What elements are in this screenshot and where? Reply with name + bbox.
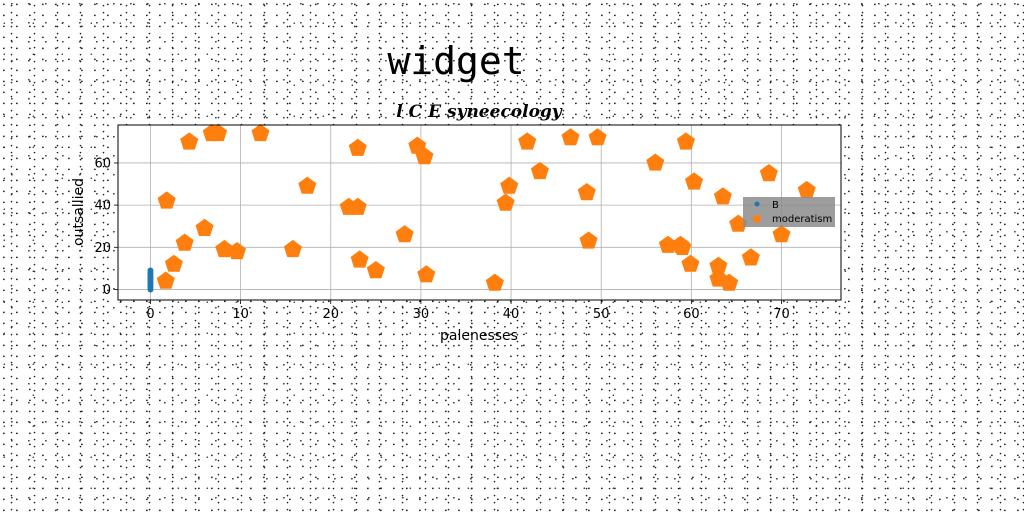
data-point-moderatism bbox=[157, 191, 176, 209]
x-tick-label: 40 bbox=[503, 307, 520, 322]
data-point-moderatism bbox=[713, 187, 732, 205]
y-tick-label: 0 bbox=[103, 283, 111, 298]
data-point-moderatism bbox=[577, 183, 596, 201]
axis-ticks: 0 10 20 30 40 50 60 70 0 20 40 60 bbox=[94, 156, 789, 322]
legend-marker-moderatism bbox=[752, 214, 762, 223]
plot-area bbox=[118, 125, 841, 300]
chart-title: l C E syneecology bbox=[396, 102, 563, 122]
data-point-moderatism bbox=[588, 128, 607, 146]
data-point-moderatism bbox=[366, 261, 385, 279]
data-point-moderatism bbox=[485, 273, 504, 291]
x-tick-label: 10 bbox=[232, 307, 249, 322]
x-axis-label: palenesses bbox=[440, 328, 518, 344]
x-tick-label: 30 bbox=[413, 307, 430, 322]
data-point-moderatism bbox=[741, 248, 760, 266]
data-point-moderatism bbox=[518, 132, 537, 150]
data-point-moderatism bbox=[500, 176, 519, 194]
legend-label-b: B bbox=[772, 200, 779, 211]
x-tick-label: 0 bbox=[146, 307, 154, 322]
data-point-b bbox=[147, 267, 154, 274]
x-tick-label: 60 bbox=[683, 307, 700, 322]
data-point-moderatism bbox=[298, 176, 317, 194]
data-point-moderatism bbox=[720, 273, 739, 291]
legend-label-moderatism: moderatism bbox=[772, 214, 832, 225]
y-axis-label: outsallied bbox=[71, 178, 87, 246]
data-point-moderatism bbox=[676, 132, 695, 150]
data-point-moderatism bbox=[180, 132, 199, 150]
data-points bbox=[147, 123, 816, 293]
data-point-moderatism bbox=[415, 147, 434, 165]
x-tick-label: 20 bbox=[322, 307, 339, 322]
data-point-moderatism bbox=[673, 237, 692, 255]
data-point-moderatism bbox=[195, 218, 214, 236]
data-point-moderatism bbox=[350, 250, 369, 268]
y-tick-label: 40 bbox=[94, 199, 111, 214]
data-point-moderatism bbox=[215, 239, 234, 258]
data-point-moderatism bbox=[729, 214, 748, 232]
data-point-moderatism bbox=[209, 123, 228, 142]
data-point-moderatism bbox=[417, 265, 436, 283]
data-point-moderatism bbox=[496, 193, 515, 211]
data-point-moderatism bbox=[348, 197, 367, 215]
data-point-moderatism bbox=[658, 235, 677, 253]
data-point-moderatism bbox=[283, 239, 302, 258]
data-point-moderatism bbox=[164, 254, 183, 272]
data-point-moderatism bbox=[156, 271, 175, 289]
data-point-moderatism bbox=[251, 123, 270, 142]
legend: B moderatism bbox=[743, 197, 835, 227]
data-point-moderatism bbox=[681, 254, 700, 272]
data-point-moderatism bbox=[797, 180, 816, 198]
x-tick-label: 50 bbox=[593, 307, 610, 322]
data-point-moderatism bbox=[579, 231, 598, 249]
data-point-moderatism bbox=[772, 225, 791, 243]
figure-suptitle: widget bbox=[387, 39, 524, 83]
data-point-moderatism bbox=[395, 225, 414, 243]
y-tick-label: 20 bbox=[94, 241, 111, 256]
x-tick-label: 70 bbox=[773, 307, 790, 322]
data-point-moderatism bbox=[561, 128, 580, 146]
data-point-moderatism bbox=[759, 164, 778, 182]
plot-frame bbox=[117, 124, 842, 301]
data-point-moderatism bbox=[530, 161, 549, 180]
grid-lines bbox=[118, 125, 841, 300]
y-tick-label: 60 bbox=[94, 156, 111, 171]
data-point-moderatism bbox=[228, 242, 246, 260]
data-point-moderatism bbox=[175, 233, 194, 251]
legend-marker-b bbox=[754, 201, 760, 207]
data-point-moderatism bbox=[709, 256, 728, 274]
data-point-moderatism bbox=[348, 138, 367, 156]
data-point-moderatism bbox=[685, 172, 704, 190]
data-point-moderatism bbox=[646, 153, 665, 171]
